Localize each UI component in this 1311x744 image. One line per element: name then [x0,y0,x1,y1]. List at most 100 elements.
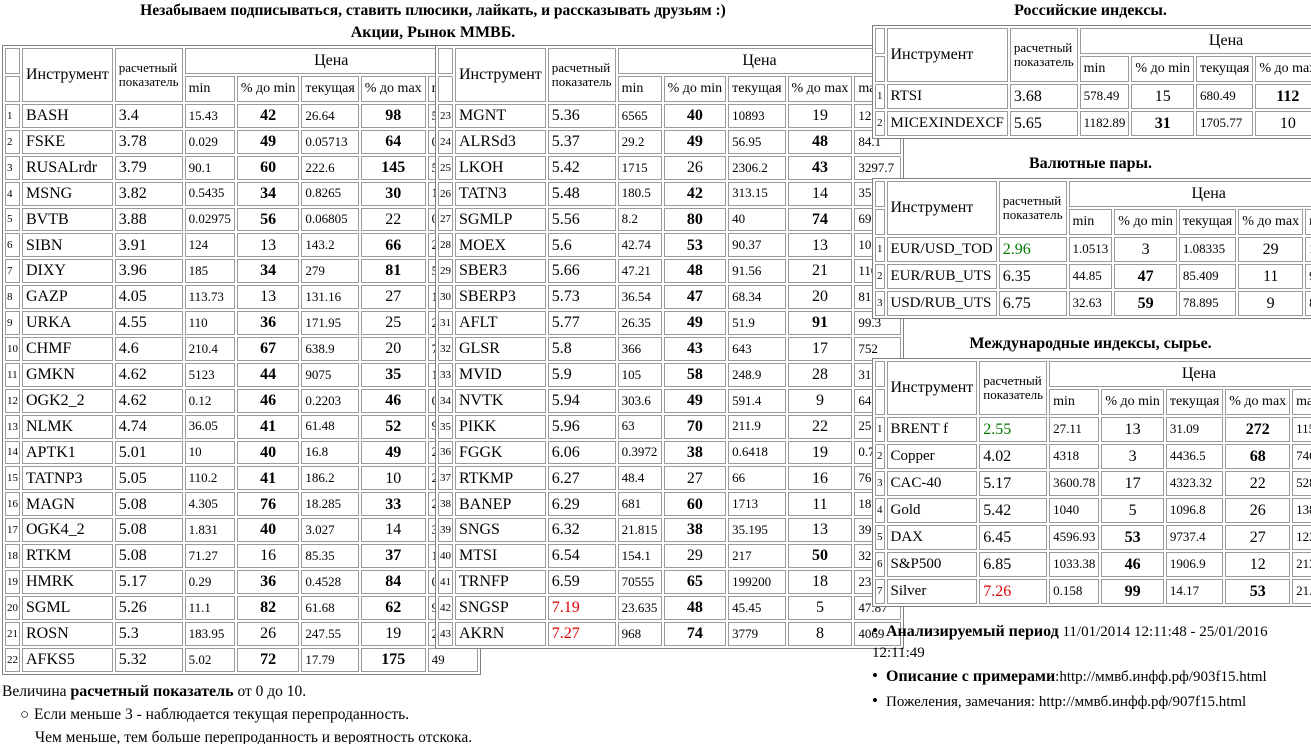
col-header-price: Цена [184,48,478,74]
cell-row-number: 3 [5,155,20,180]
cell-instrument: URKA [22,311,113,336]
cell-row-number: 1 [875,84,885,109]
cell-indicator: 5.48 [547,181,616,206]
indicator-range-suffix: от 0 до 10. [233,683,307,700]
cell-pct-to-max: 18 [787,570,853,594]
indicator-header-line1: расчетный [118,60,178,76]
cell-min: 180.5 [617,181,662,206]
cell-instrument: SGMLP [455,207,546,232]
col-header-current: текущая [1178,209,1237,235]
cell-row-number: 18 [5,544,20,569]
cell-max: 4069 [854,621,902,646]
cell-indicator: 6.75 [998,291,1067,316]
cell-min: 63 [617,414,662,439]
cell-instrument: SBER3 [455,259,546,284]
oversold-continuation: Чем меньше, тем больше перепроданность и… [35,728,473,744]
cell-max: 49 [427,647,478,672]
cell-pct-to-min: 3 [1114,237,1177,262]
cell-indicator: 5.56 [547,207,616,232]
cell-current: 56.95 [728,129,786,154]
cell-current: 1906.9 [1165,552,1224,577]
table-row: 35 PIKK 5.96 63 70 211.9 22 258 [438,414,902,439]
cell-row-number: 2 [875,111,885,136]
col-header-indicator: расчетный показатель [1009,28,1078,82]
bullet-icon: • [872,621,878,640]
cell-pct-to-min: 16 [236,544,300,569]
cell-pct-to-max: 46 [360,388,426,413]
cell-pct-to-min: 82 [236,595,300,620]
table-row: 32 GLSR 5.8 366 43 643 17 752 [438,337,902,361]
cell-current: 247.55 [301,621,359,646]
cell-indicator: 6.54 [547,544,616,569]
international-indices-table: Инструмент расчетный показатель Цена min% до… [872,358,1311,607]
cell-row-number: 13 [5,414,20,439]
cell-min: 44.85 [1068,264,1113,289]
cell-instrument: FGGK [455,440,546,465]
header-corner-cell [5,48,20,74]
cell-pct-to-min: 38 [663,518,727,543]
cell-pct-to-max: 50 [787,544,853,569]
cell-current: 3779 [728,621,786,646]
cell-indicator: 4.02 [979,444,1048,469]
cell-row-number: 4 [875,498,885,523]
cell-pct-to-min: 42 [236,104,300,128]
currency-pairs-title: Валютные пары. [1028,155,1153,172]
cell-instrument: MOEX [455,233,546,258]
cell-pct-to-min: 56 [236,207,300,232]
cell-instrument: SNGSP [455,595,546,620]
cell-row-number: 3 [875,291,885,316]
cell-row-number: 21 [5,621,20,646]
cell-pct-to-min: 27 [663,466,727,491]
oversold-rule-text: Если меньше 3 - наблюдается текущая пере… [34,705,410,723]
col-header-pct-to-min: % до min [236,76,300,102]
cell-min: 110.2 [184,466,235,491]
col-header-pct-to-max: % до max [1238,209,1304,235]
cell-pct-to-max: 48 [787,129,853,154]
indicator-header-line1: расчетный [551,60,611,76]
cell-indicator: 6.45 [979,525,1048,550]
cell-min: 48.4 [617,466,662,491]
table-row: 22 AFKS5 5.32 5.02 72 17.79 175 49 [5,647,478,672]
cell-min: 42.74 [617,233,662,258]
cell-pct-to-max: 19 [787,104,853,128]
cell-instrument: MGNT [455,104,546,128]
cell-pct-to-min: 13 [1101,417,1164,442]
col-header-price: Цена [1068,181,1311,207]
cell-indicator: 4.62 [114,388,183,413]
cell-min: 4.305 [184,492,235,517]
cell-pct-to-min: 58 [663,362,727,387]
cell-min: 105 [617,362,662,387]
col-header-current: текущая [301,76,359,102]
cell-pct-to-max: 10 [360,466,426,491]
cell-indicator: 5.96 [547,414,616,439]
cell-current: 0.05713 [301,129,359,154]
cell-pct-to-max: 81 [360,259,426,284]
cell-row-number: 7 [5,259,20,284]
cell-instrument: AKRN [455,621,546,646]
cell-pct-to-min: 72 [236,647,300,672]
cell-row-number: 31 [438,311,453,336]
cell-min: 578.49 [1079,84,1130,109]
bullet-icon: • [872,666,878,686]
cell-pct-to-max: 91 [787,311,853,336]
cell-current: 171.95 [301,311,359,336]
cell-min: 5.02 [184,647,235,672]
cell-max: 5283.71 [1292,471,1311,496]
oversold-rule-line: ○ Если меньше 3 - наблюдается текущая пер… [20,705,472,726]
cell-current: 40 [728,207,786,232]
indicator-header-line2: показатель [983,387,1044,402]
cell-current: 45.45 [728,595,786,620]
col-header-max: max [1305,209,1311,235]
cell-pct-to-max: 22 [787,414,853,439]
cell-indicator: 5.77 [547,311,616,336]
cell-min: 0.3972 [617,440,662,465]
cell-pct-to-min: 36 [236,570,300,594]
circle-bullet-icon: ○ [20,706,30,723]
